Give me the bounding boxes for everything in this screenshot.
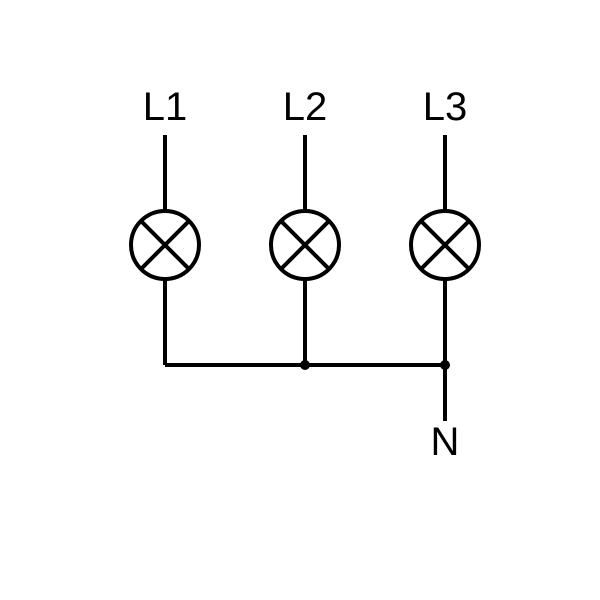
lamp-2 [271,211,339,279]
lamp-3 [411,211,479,279]
neutral-label: N [431,420,460,464]
circuit-diagram: L1 L2 L3 N [0,0,600,600]
phase-label-L3: L3 [423,85,468,129]
phase-label-L2: L2 [283,85,328,129]
phase-label-L1: L1 [143,85,188,129]
lamp-1 [131,211,199,279]
